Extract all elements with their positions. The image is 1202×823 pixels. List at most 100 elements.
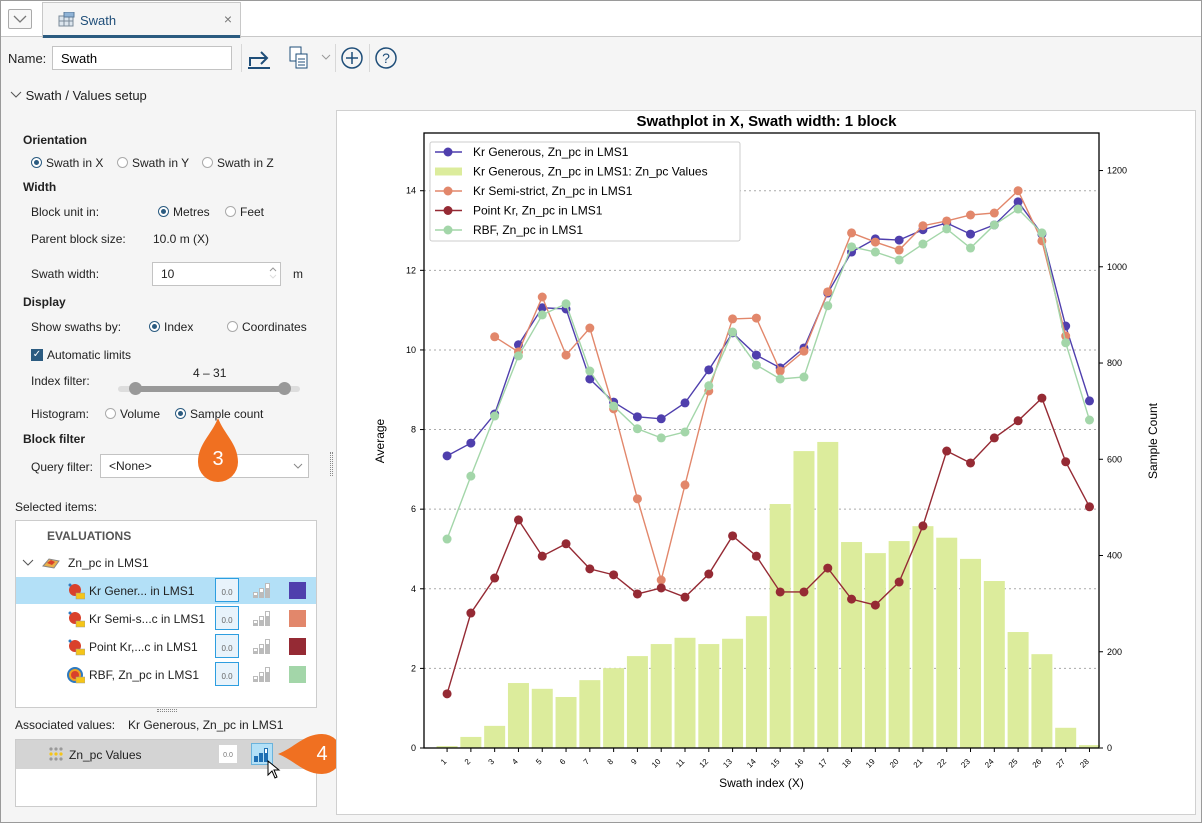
data-point <box>680 398 690 408</box>
export-icon[interactable] <box>246 46 272 70</box>
parent-block-value: 10.0 m (X) <box>153 232 210 246</box>
data-point <box>799 346 809 356</box>
swath-width-unit: m <box>293 267 303 281</box>
series-color-swatch[interactable] <box>289 666 306 683</box>
legend-label: RBF, Zn_pc in LMS1 <box>473 223 583 237</box>
data-point <box>656 583 666 593</box>
tree-item[interactable]: Point Kr,...c in LMS1 0.0 <box>16 633 316 660</box>
chevron-down-icon <box>293 463 303 469</box>
histogram-bar <box>1007 632 1029 748</box>
data-point <box>1037 236 1047 246</box>
kriging-evaluation-icon <box>68 639 85 656</box>
query-filter-value: <None> <box>109 459 152 473</box>
value-toggle-button[interactable]: 0.0 <box>219 745 237 763</box>
histogram-toggle-icon[interactable] <box>251 664 273 684</box>
kriging-evaluation-icon <box>68 611 85 628</box>
x-tick-label: 18 <box>840 757 853 770</box>
x-tick-label: 5 <box>534 757 544 767</box>
data-point <box>966 243 976 253</box>
histogram-bar <box>460 736 482 748</box>
radio-label: Index <box>164 320 194 334</box>
data-point <box>632 424 642 434</box>
tree-item[interactable]: Kr Gener... in LMS1 0.0 <box>16 577 316 604</box>
y-axis-label: Average <box>373 418 387 463</box>
data-point <box>728 327 738 337</box>
radio-swath-z[interactable]: Swath in Z <box>202 156 274 170</box>
series-color-swatch[interactable] <box>289 638 306 655</box>
add-icon[interactable] <box>340 46 364 70</box>
x-tick-label: 20 <box>888 757 901 770</box>
chevron-down-icon[interactable] <box>22 558 34 568</box>
data-point <box>870 600 880 610</box>
selected-items-tree: EVALUATIONS Zn_pc in LMS1 Kr Gener... in… <box>15 520 317 708</box>
list-item[interactable]: Zn_pc Values 0.0 <box>16 740 316 769</box>
radio-label: Metres <box>173 205 210 219</box>
tree-item[interactable]: RBF, Zn_pc in LMS1 0.0 <box>16 661 316 688</box>
rbf-evaluation-icon <box>67 667 85 684</box>
data-point <box>442 451 452 461</box>
radio-label: Feet <box>240 205 265 219</box>
radio-swath-x[interactable]: Swath in X <box>31 156 103 170</box>
swath-chart[interactable]: Swathplot in X, Swath width: 1 block0246… <box>337 111 1195 814</box>
associated-values-list: Zn_pc Values 0.0 <box>15 739 317 807</box>
help-icon[interactable]: ? <box>374 46 398 70</box>
radio-swath-y[interactable]: Swath in Y <box>117 156 189 170</box>
swath-width-stepper[interactable]: 10 <box>152 262 281 286</box>
automatic-limits-checkbox[interactable]: ✓ Automatic limits <box>31 348 131 362</box>
data-point <box>989 220 999 230</box>
orientation-heading: Orientation <box>23 133 88 147</box>
splitter-handle[interactable] <box>157 709 177 712</box>
y-tick-label: 4 <box>411 584 416 594</box>
x-tick-label: 14 <box>745 757 758 770</box>
histogram-toggle-icon[interactable] <box>251 608 273 628</box>
slider-max-handle[interactable] <box>278 382 291 395</box>
data-point <box>775 587 785 597</box>
radio-label: Swath in Y <box>132 156 190 170</box>
radio-metres[interactable]: Metres <box>158 205 210 219</box>
data-point <box>823 301 833 311</box>
slider-min-handle[interactable] <box>129 382 142 395</box>
value-toggle-button[interactable]: 0.0 <box>215 606 239 630</box>
tree-group-zn-pc[interactable]: Zn_pc in LMS1 <box>22 556 149 570</box>
data-point <box>561 539 571 549</box>
histogram-toggle-button[interactable] <box>251 743 273 765</box>
radio-volume[interactable]: Volume <box>105 407 160 421</box>
histogram-toggle-icon[interactable] <box>251 580 273 600</box>
radio-sample-count[interactable]: Sample count <box>175 407 263 421</box>
value-toggle-button[interactable]: 0.0 <box>215 634 239 658</box>
histogram-toggle-icon[interactable] <box>251 636 273 656</box>
radio-index[interactable]: Index <box>149 320 193 334</box>
menu-dropdown-button[interactable] <box>8 9 32 29</box>
panel-splitter-handle[interactable] <box>330 452 333 476</box>
copy-icon[interactable] <box>288 45 312 71</box>
data-point <box>799 587 809 597</box>
y2-tick-label: 1000 <box>1107 262 1127 272</box>
divider <box>335 44 336 72</box>
close-tab-icon[interactable]: × <box>223 11 232 27</box>
x-tick-label: 2 <box>463 757 473 767</box>
radio-coordinates[interactable]: Coordinates <box>227 320 307 334</box>
setup-section-toggle[interactable]: Swath / Values setup <box>10 88 147 103</box>
swath-chart-panel: Swathplot in X, Swath width: 1 block 0 2 4 6… <box>336 110 1196 815</box>
x-tick-label: 15 <box>769 757 782 770</box>
copy-dropdown-chevron-icon[interactable] <box>320 52 332 62</box>
y-tick-label: 12 <box>406 265 416 275</box>
data-point <box>728 314 738 324</box>
x-tick-label: 7 <box>582 757 592 767</box>
data-point <box>656 575 666 585</box>
y2-tick-label: 200 <box>1107 647 1122 657</box>
item-label: Zn_pc Values <box>69 748 142 762</box>
stepper-arrows-icon[interactable] <box>269 266 277 280</box>
associated-values-label: Associated values: <box>15 718 116 732</box>
name-input[interactable] <box>52 46 232 70</box>
value-toggle-button[interactable]: 0.0 <box>215 662 239 686</box>
radio-feet[interactable]: Feet <box>225 205 264 219</box>
tree-item[interactable]: Kr Semi-s...c in LMS1 0.0 <box>16 605 316 632</box>
series-color-swatch[interactable] <box>289 610 306 627</box>
tab-swath[interactable]: Swath × <box>42 2 241 38</box>
index-filter-value: 4 – 31 <box>193 366 227 380</box>
series-color-swatch[interactable] <box>289 582 306 599</box>
legend-label: Kr Generous, Zn_pc in LMS1 <box>473 145 629 159</box>
x-tick-label: 9 <box>629 757 639 767</box>
value-toggle-button[interactable]: 0.0 <box>215 578 239 602</box>
